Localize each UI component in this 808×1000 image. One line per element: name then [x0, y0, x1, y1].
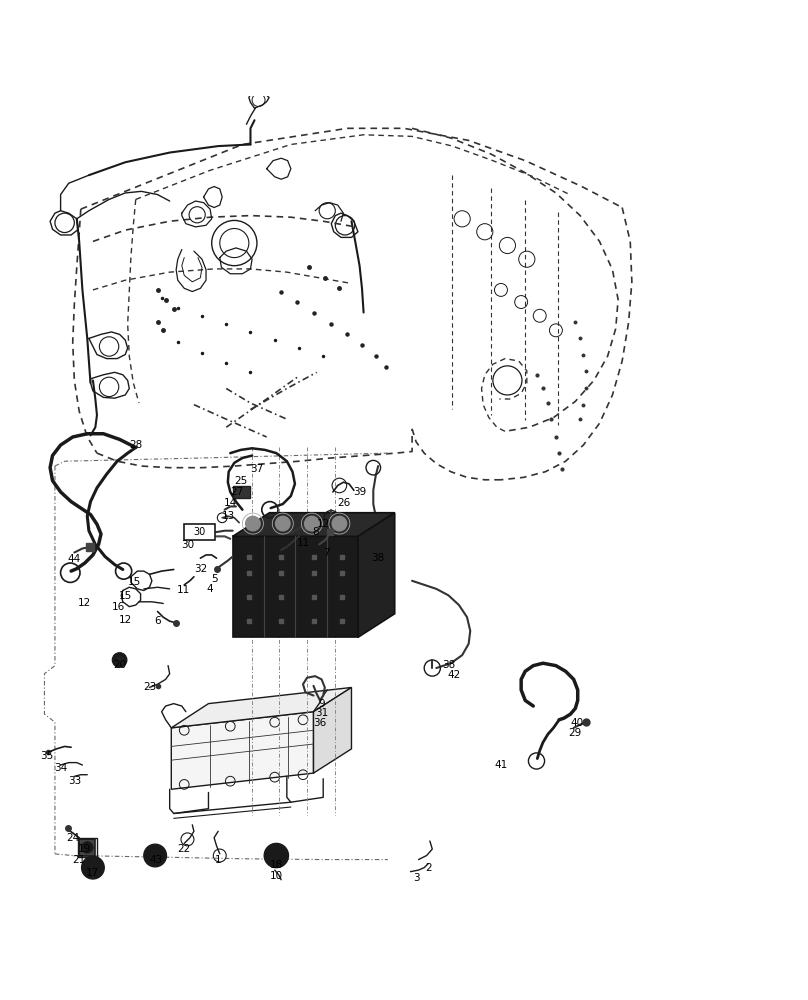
Text: 1: 1	[215, 855, 221, 865]
Text: 8: 8	[312, 527, 318, 537]
Text: 4: 4	[207, 584, 213, 594]
Text: 24: 24	[66, 833, 79, 843]
Text: 29: 29	[569, 728, 582, 738]
Text: 18: 18	[270, 860, 283, 870]
Text: 26: 26	[337, 498, 350, 508]
Circle shape	[276, 516, 290, 531]
Text: 42: 42	[448, 670, 461, 680]
Text: 23: 23	[143, 682, 156, 692]
Polygon shape	[171, 712, 314, 789]
Circle shape	[246, 516, 260, 531]
Text: 10: 10	[270, 871, 283, 881]
Text: 38: 38	[443, 660, 456, 670]
Circle shape	[264, 843, 288, 868]
Text: 36: 36	[314, 718, 326, 728]
Text: 12: 12	[78, 598, 91, 608]
Polygon shape	[314, 687, 351, 773]
Circle shape	[269, 848, 284, 863]
Text: 15: 15	[128, 577, 141, 587]
Text: 39: 39	[353, 487, 366, 497]
Text: 12: 12	[119, 615, 132, 625]
Text: 30: 30	[181, 540, 194, 550]
Text: 44: 44	[68, 554, 81, 564]
Text: 14: 14	[224, 498, 237, 508]
Text: 6: 6	[154, 616, 161, 626]
Text: 37: 37	[250, 464, 263, 474]
Circle shape	[305, 516, 319, 531]
Circle shape	[144, 844, 166, 867]
Text: 15: 15	[119, 591, 132, 601]
Text: 20: 20	[113, 660, 126, 670]
Circle shape	[332, 516, 347, 531]
Polygon shape	[233, 536, 358, 637]
Polygon shape	[233, 513, 394, 536]
Circle shape	[149, 849, 162, 862]
Text: 27: 27	[230, 487, 243, 497]
Bar	[79, 839, 95, 856]
Text: 38: 38	[372, 553, 385, 563]
Text: 25: 25	[234, 476, 247, 486]
Text: 3: 3	[414, 873, 420, 883]
Text: 2: 2	[425, 863, 431, 873]
Bar	[78, 838, 97, 857]
Text: 11: 11	[177, 585, 190, 595]
Text: 41: 41	[494, 760, 507, 770]
Text: 11: 11	[297, 538, 309, 548]
Text: 9: 9	[318, 699, 325, 709]
Bar	[184, 524, 215, 540]
Text: 13: 13	[222, 511, 235, 521]
Text: 33: 33	[68, 776, 81, 786]
Text: 5: 5	[211, 574, 217, 584]
Text: 32: 32	[194, 564, 207, 574]
Circle shape	[82, 842, 93, 853]
Polygon shape	[358, 513, 394, 637]
Text: 21: 21	[73, 855, 86, 865]
Text: 28: 28	[129, 440, 142, 450]
Text: 35: 35	[40, 751, 53, 761]
Text: 17: 17	[86, 868, 99, 878]
Text: 31: 31	[315, 708, 328, 718]
Text: 12: 12	[317, 519, 330, 529]
Text: 7: 7	[323, 548, 330, 558]
Circle shape	[86, 860, 100, 875]
Circle shape	[112, 653, 127, 667]
Polygon shape	[171, 687, 351, 728]
Text: 30: 30	[193, 527, 206, 537]
Bar	[233, 486, 250, 498]
Text: 43: 43	[149, 855, 162, 865]
Text: 40: 40	[570, 718, 583, 728]
Text: 16: 16	[112, 602, 125, 612]
Text: 19: 19	[78, 844, 91, 854]
Text: 22: 22	[178, 844, 191, 854]
Bar	[303, 521, 319, 531]
Text: 34: 34	[54, 763, 67, 773]
Circle shape	[82, 856, 104, 879]
